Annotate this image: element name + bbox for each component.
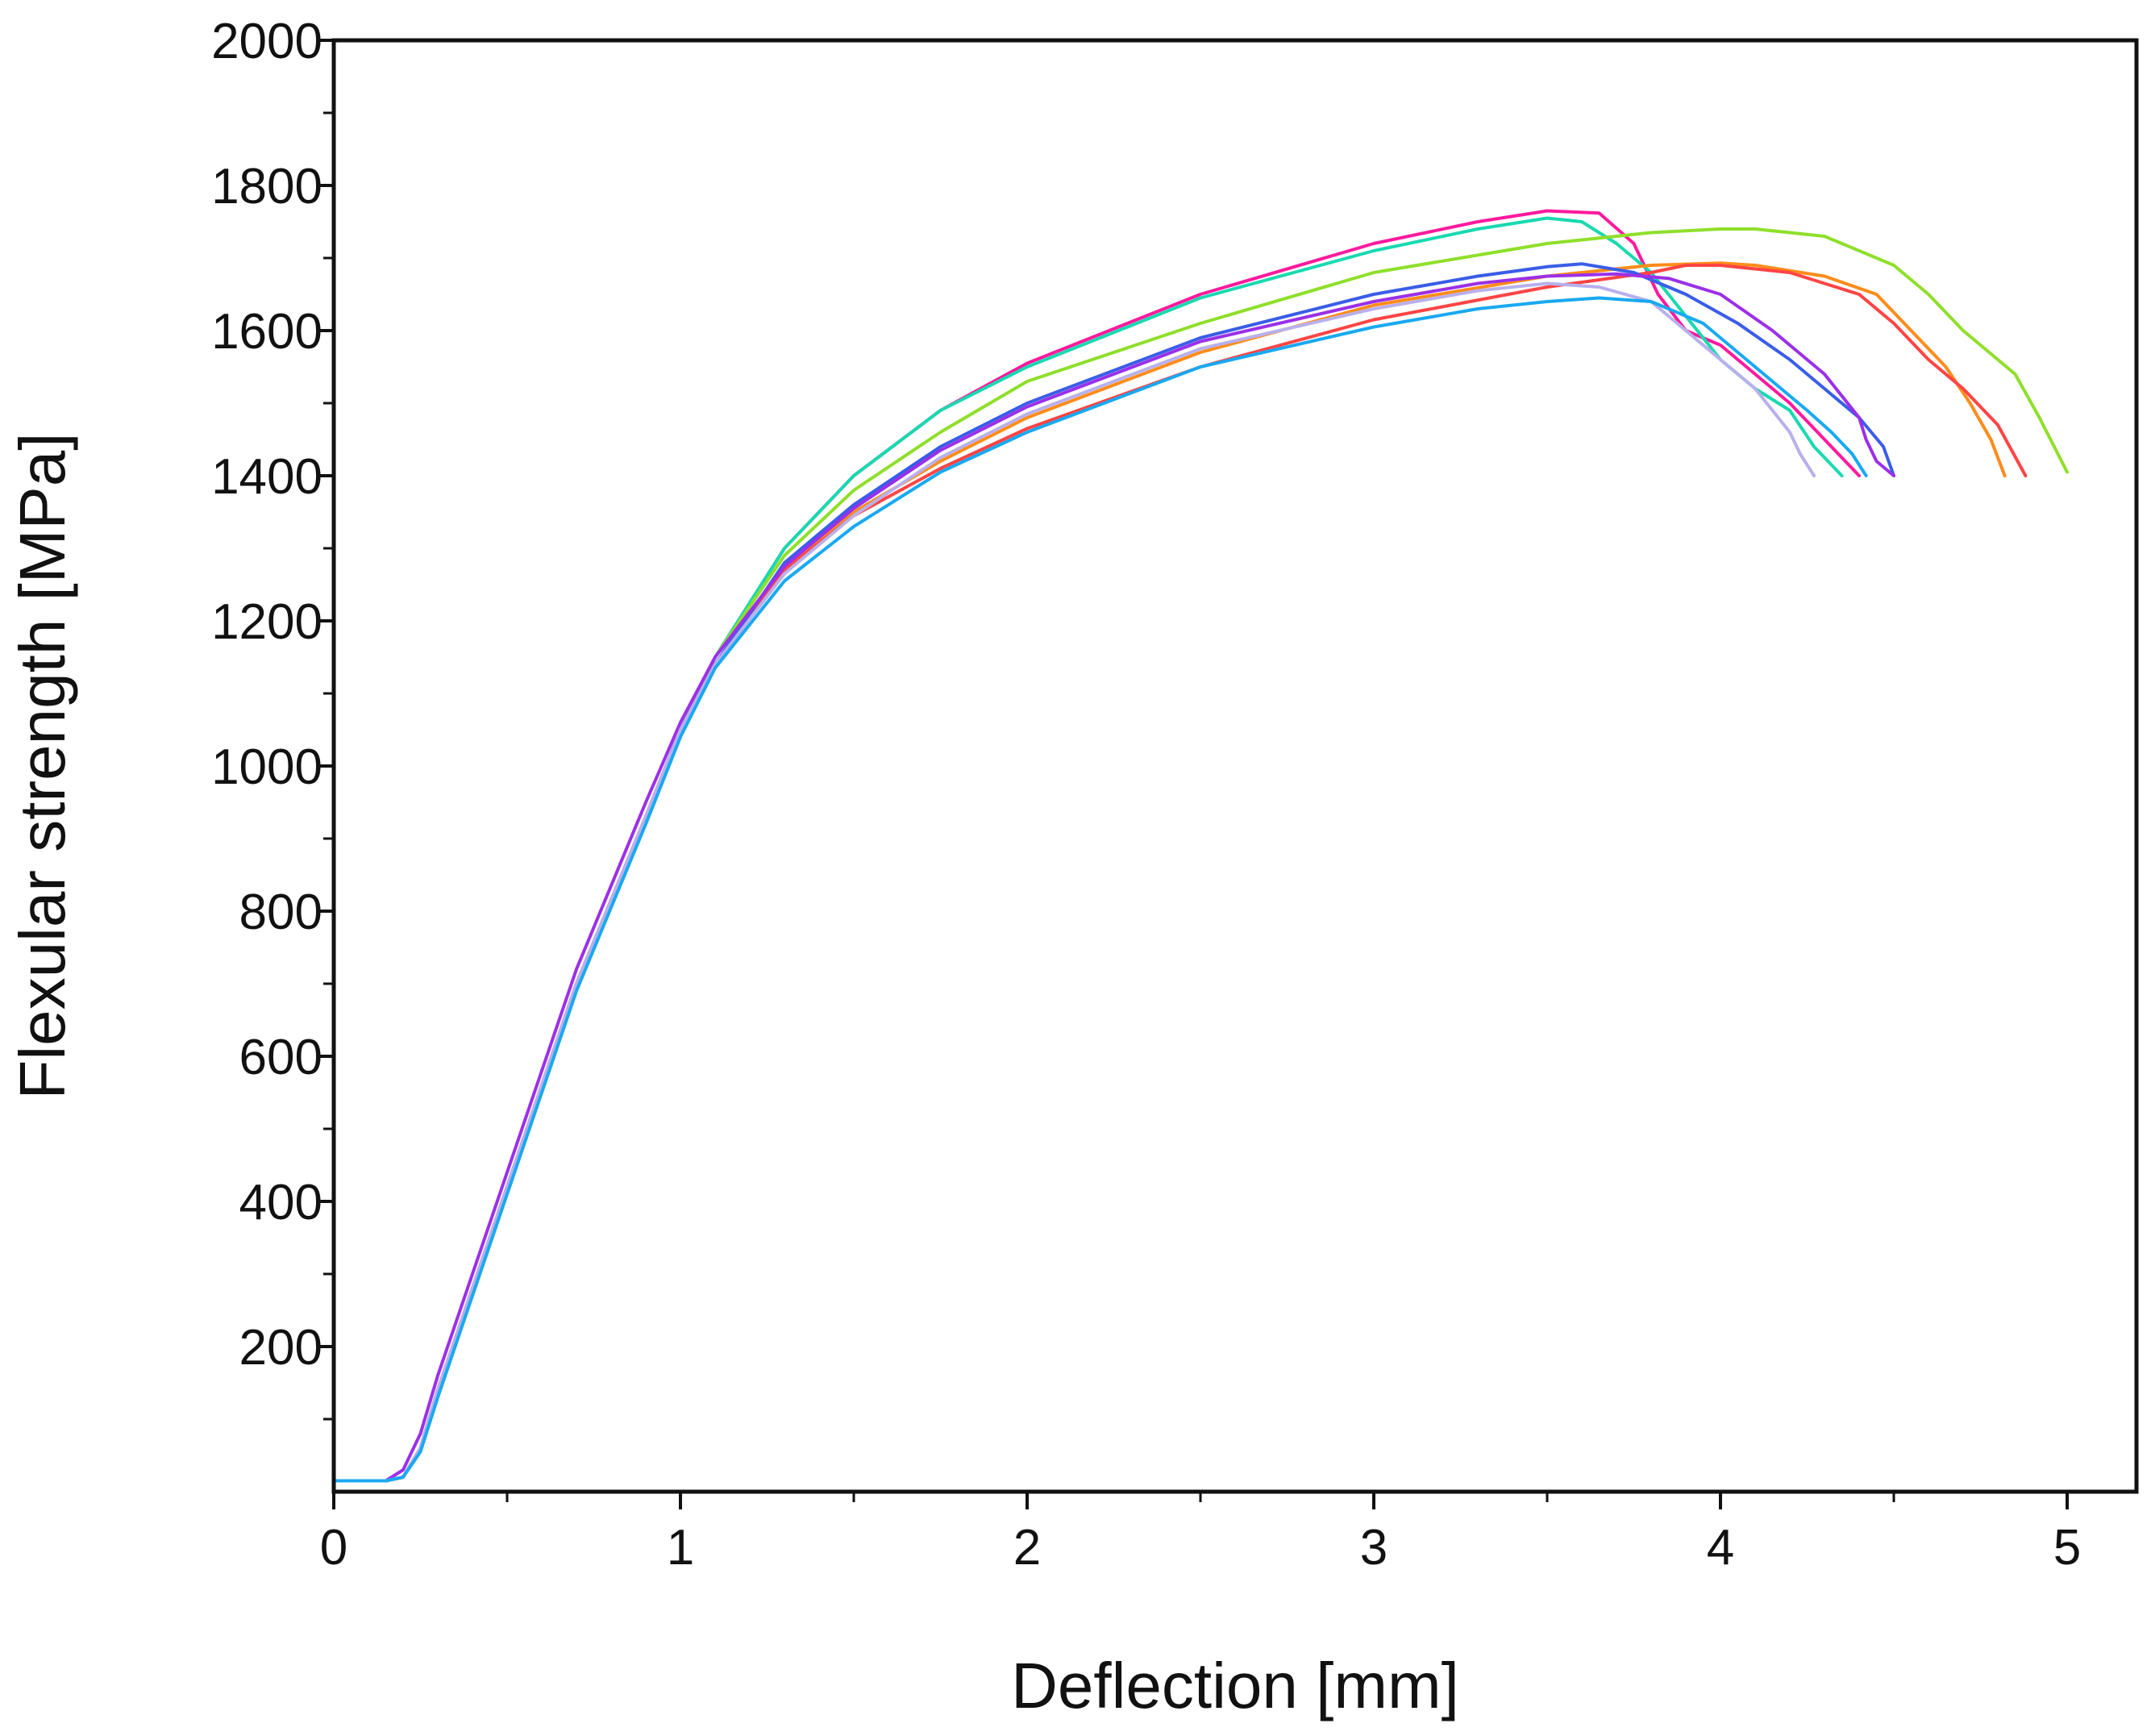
y-tick-label: 600 [239, 1030, 322, 1085]
y-tick-label: 1000 [211, 739, 322, 795]
x-axis-title: Deflection [mm] [1011, 1650, 1459, 1721]
x-tick-label: 1 [667, 1520, 694, 1576]
y-tick-label: 200 [239, 1320, 322, 1376]
y-tick-label: 1800 [211, 159, 322, 214]
y-tick-label: 2000 [211, 14, 322, 69]
x-axis: 0 1 2 3 4 5 [320, 1492, 2081, 1576]
series-line-specimen-sky [332, 296, 1868, 1483]
y-tick-label: 1400 [211, 449, 322, 505]
x-tick-label: 2 [1013, 1520, 1041, 1576]
series-line-specimen-purple [332, 272, 1895, 1483]
y-axis: 200 400 600 800 1000 1200 1400 1600 1800 2000 [211, 14, 334, 1421]
x-tick-label: 0 [320, 1520, 347, 1576]
y-tick-label: 400 [239, 1175, 322, 1230]
y-tick-label: 1200 [211, 594, 322, 650]
y-tick-label: 1600 [211, 304, 322, 360]
x-tick-label: 4 [1707, 1520, 1734, 1576]
series-line-specimen-lavender [332, 281, 1816, 1483]
y-tick-label: 800 [239, 885, 322, 940]
x-tick-label: 3 [1360, 1520, 1388, 1576]
y-axis-title: Flexular strength [MPa] [6, 433, 78, 1100]
series-group [332, 209, 2069, 1483]
x-tick-label: 5 [2053, 1520, 2081, 1576]
